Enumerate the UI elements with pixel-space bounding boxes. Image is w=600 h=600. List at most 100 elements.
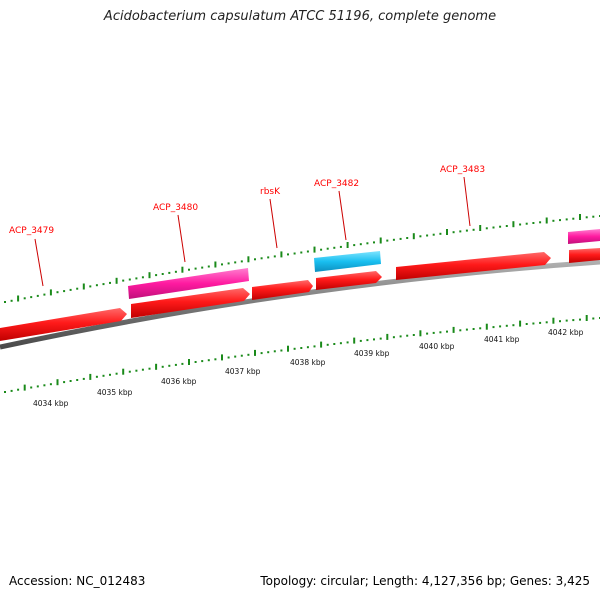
major-tick (379, 237, 382, 244)
minor-tick (207, 359, 210, 362)
gene-label-leader (34, 238, 44, 287)
gene-arrow (569, 248, 600, 263)
minor-tick (293, 347, 296, 350)
minor-tick (432, 233, 435, 236)
major-tick (320, 341, 323, 348)
major-tick (49, 289, 52, 296)
major-tick (419, 330, 422, 337)
gene-arrow (131, 288, 250, 318)
minor-tick (300, 251, 303, 254)
minor-tick (559, 320, 561, 323)
major-tick (247, 256, 250, 263)
kbp-label: 4042 kbp (548, 328, 584, 337)
kbp-label: 4039 kbp (354, 349, 390, 358)
minor-tick (227, 262, 230, 265)
minor-tick (333, 343, 336, 345)
minor-tick (240, 354, 243, 357)
minor-tick (174, 270, 177, 273)
gene-label-acp-3479: ACP_3479 (9, 226, 54, 236)
minor-tick (4, 391, 6, 393)
gene-label-leader (269, 198, 278, 249)
minor-tick (82, 377, 85, 380)
minor-tick (333, 246, 336, 249)
major-tick (353, 337, 356, 344)
major-tick (115, 277, 118, 284)
minor-tick (353, 244, 356, 247)
minor-tick (519, 223, 522, 226)
major-tick (56, 379, 59, 386)
minor-tick (115, 372, 118, 375)
minor-tick (63, 381, 66, 384)
minor-tick (181, 362, 184, 365)
minor-tick (240, 260, 243, 263)
minor-tick (30, 296, 33, 299)
minor-tick (366, 242, 369, 245)
kbp-label: 4035 kbp (97, 388, 133, 397)
minor-tick (446, 330, 448, 333)
minor-tick (221, 263, 223, 266)
major-tick (221, 354, 223, 361)
major-tick (519, 320, 522, 327)
minor-tick (565, 319, 568, 322)
minor-tick (379, 337, 382, 340)
minor-tick (43, 293, 46, 296)
minor-tick (161, 365, 164, 368)
minor-tick (572, 319, 575, 322)
gene-arrow (252, 280, 313, 300)
minor-tick (525, 222, 528, 225)
major-tick (214, 261, 217, 268)
major-tick (82, 283, 85, 290)
minor-tick (300, 347, 303, 349)
minor-tick (280, 349, 283, 352)
minor-tick (572, 217, 575, 220)
gene-arrow (396, 252, 551, 280)
minor-tick (426, 234, 429, 237)
lower-tick-row (4, 315, 600, 393)
minor-tick (492, 326, 495, 329)
major-tick (452, 326, 455, 333)
major-tick (346, 242, 349, 248)
minor-tick (254, 258, 256, 261)
major-tick (313, 246, 316, 253)
kbp-label: 4040 kbp (419, 342, 455, 351)
major-tick (148, 272, 151, 279)
minor-tick (10, 299, 13, 302)
minor-tick (539, 321, 542, 324)
major-tick (254, 349, 256, 356)
minor-tick (326, 343, 329, 346)
minor-tick (512, 324, 515, 327)
major-tick (287, 345, 289, 352)
minor-tick (592, 317, 595, 320)
minor-tick (69, 380, 72, 382)
minor-tick (260, 352, 263, 355)
minor-tick (392, 336, 395, 339)
minor-tick (499, 225, 502, 228)
minor-tick (201, 266, 204, 269)
major-tick (485, 323, 488, 330)
major-tick (89, 373, 92, 380)
minor-tick (49, 383, 52, 386)
gene-label-acp-3480: ACP_3480 (153, 203, 198, 213)
minor-tick (267, 256, 270, 259)
major-tick (23, 384, 26, 391)
major-tick (579, 214, 581, 220)
minor-tick (227, 356, 230, 359)
minor-tick (122, 279, 125, 282)
kbp-label: 4041 kbp (484, 335, 520, 344)
gene-label-acp-3483: ACP_3483 (440, 165, 485, 175)
minor-tick (148, 367, 151, 370)
minor-tick (399, 335, 402, 338)
rna-gene-bar (568, 229, 600, 244)
minor-tick (17, 388, 20, 391)
minor-tick (505, 324, 508, 327)
gene-label-leader (463, 176, 471, 227)
minor-tick (174, 363, 177, 366)
genome-summary-text: Topology: circular; Length: 4,127,356 bp… (260, 574, 590, 588)
minor-tick (346, 341, 349, 344)
minor-tick (109, 373, 111, 376)
minor-tick (76, 287, 79, 290)
minor-tick (559, 219, 561, 222)
gene-label-rbsk: rbsK (260, 187, 281, 197)
kbp-label: 4038 kbp (290, 358, 326, 367)
minor-tick (492, 226, 495, 229)
